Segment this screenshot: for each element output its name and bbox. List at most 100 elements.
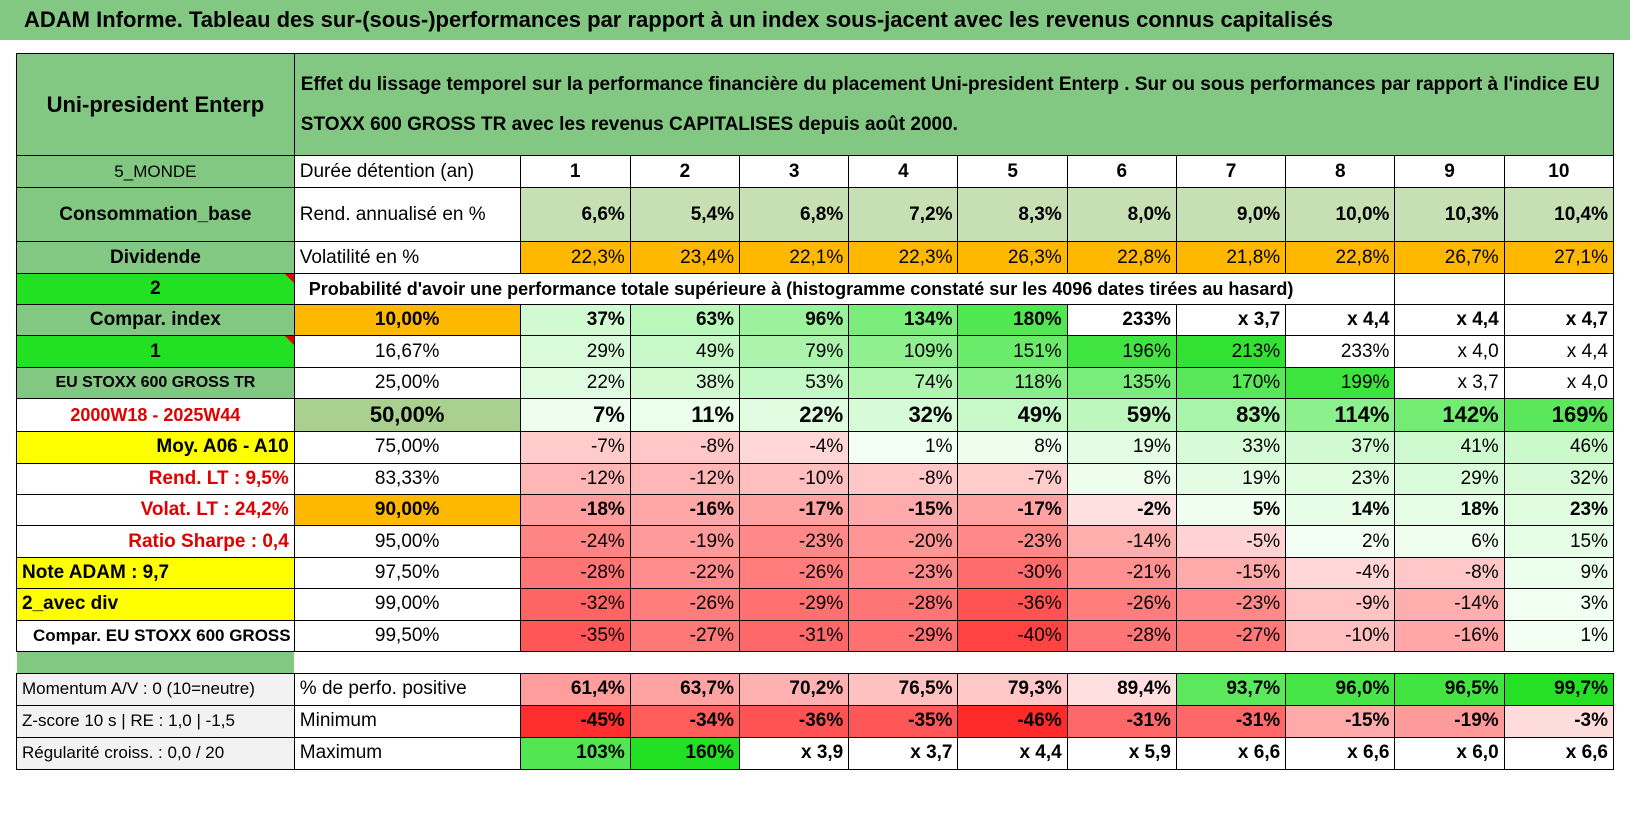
percentile-value: 37% [519,303,631,337]
minimum-value: -19% [1394,704,1505,738]
maximum-value: x 3,9 [739,736,850,770]
percentile-value: 33% [1175,431,1287,464]
percentile-value: -31% [739,619,850,652]
compar-label: Compar. index [16,303,295,337]
percentile-label: 75,00% [293,431,521,464]
percentile-value: -4% [1285,556,1396,590]
percentile-value: 233% [1285,335,1396,368]
percentile-value: 196% [1066,335,1177,368]
year-header: 7 [1175,155,1287,188]
percentile-value: -14% [1394,588,1505,621]
percentile-value: -32% [519,588,631,621]
region-label: 5_MONDE [16,155,295,188]
positive-value: 63,7% [629,672,741,706]
annual-return-value: 8,3% [957,187,1068,242]
percentile-value: x 3,7 [1394,366,1505,400]
percentile-value: -23% [739,525,850,558]
percentile-value: 5% [1175,493,1287,527]
probability-empty [1503,273,1615,305]
percentile-value: x 4,7 [1503,303,1615,337]
return-row: Consommation_base Rend. annualisé en % 6,6… [16,187,1615,242]
maximum-value: x 5,9 [1066,736,1177,770]
percentile-value: 63% [629,303,741,337]
percentile-value: -22% [629,556,741,590]
percentile-label: 16,67% [293,335,521,368]
sector-label: Consommation_base [16,187,295,242]
minimum-row: Z-score 10 s | RE : 1,0 | -1,5 Minimum -45… [16,704,1615,738]
probability-label: Probabilité d'avoir une performance tota… [293,273,1395,305]
percentile-row: 2_avec div 99,00% -32% -26% -29% -28% -36% -26%… [16,588,1615,621]
percentile-label: 99,50% [293,619,521,652]
percentile-label: 99,00% [293,588,521,621]
percentile-value: 29% [519,335,631,368]
percentile-value: 199% [1285,366,1396,400]
report-title-text: ADAM Informe. Tableau des sur-(sous-)per… [24,7,1333,32]
year-header: 3 [739,155,850,188]
percentile-value: 18% [1394,493,1505,527]
percentile-value: 46% [1503,431,1615,464]
percentile-value: x 3,7 [1175,303,1287,337]
annual-return-value: 6,8% [739,187,850,242]
positive-label: % de perfo. positive [293,672,521,706]
percentile-value: -15% [1175,556,1287,590]
percentile-value: 3% [1503,588,1615,621]
percentile-row: Ratio Sharpe : 0,4 95,00% -24% -19% -23% -20%… [16,525,1615,558]
percentile-value: 22% [739,398,850,433]
percentile-row: 2000W18 - 2025W44 50,00% 7% 11% 22% 32% 49% 59%… [16,398,1615,433]
percentile-row: Note ADAM : 9,7 97,50% -28% -22% -26% -23% -30… [16,556,1615,590]
percentile-value: -8% [629,431,741,464]
percentile-value: -27% [629,619,741,652]
percentile-value: -26% [1066,588,1177,621]
percentile-row: EU STOXX 600 GROSS TR 25,00% 22% 38% 53% 74% 1… [16,366,1615,400]
annual-return-value: 8,0% [1066,187,1177,242]
positive-value: 96,0% [1285,672,1396,706]
percentile-value: -9% [1285,588,1396,621]
volatility-value: 23,4% [629,241,741,274]
percentile-label: 10,00% [293,303,521,337]
maximum-value: x 6,6 [1503,736,1615,770]
positive-value: 96,5% [1394,672,1505,706]
percentile-value: 83% [1175,398,1287,433]
percentile-row: Compar. EU STOXX 600 GROSS TR 99,50% -35% -… [16,619,1615,652]
percentile-value: 213% [1175,335,1287,368]
table-description: Effet du lissage temporel sur la perform… [293,53,1615,156]
maximum-value: x 6,6 [1285,736,1396,770]
percentile-value: 1% [848,431,959,464]
percentile-value: -12% [629,462,741,495]
maximum-value: x 6,6 [1175,736,1287,770]
annual-return-value: 7,2% [848,187,959,242]
annual-return-value: 6,6% [519,187,631,242]
annual-return-value: 5,4% [629,187,741,242]
percentile-value: 11% [629,398,741,433]
percentile-value: 8% [957,431,1068,464]
volatility-value: 22,1% [739,241,850,274]
volatility-value: 22,3% [848,241,959,274]
percentile-value: -26% [739,556,850,590]
percentile-value: 7% [519,398,631,433]
volatility-value: 21,8% [1175,241,1287,274]
percentile-value: 14% [1285,493,1396,527]
volatility-row: Dividende Volatilité en % 22,3% 23,4% 22,1% 2… [16,241,1615,274]
long-term-return: Rend. LT : 9,5% [16,462,295,495]
percentile-label: 97,50% [293,556,521,590]
percentile-value: -26% [629,588,741,621]
volatility-value: 26,7% [1394,241,1505,274]
minimum-value: -31% [1175,704,1287,738]
percentile-value: 41% [1394,431,1505,464]
percentile-value: 53% [739,366,850,400]
momentum-label: Momentum A/V : 0 (10=neutre) [16,672,295,706]
percentile-row: Moy. A06 - A10 75,00% -7% -8% -4% 1% 8% 19% 33% 3… [16,431,1615,464]
bright-number-2: 2 [16,273,295,305]
percentile-value: -28% [848,588,959,621]
percentile-value: 49% [957,398,1068,433]
percentile-label: 50,00% [293,398,521,433]
percentile-value: -20% [848,525,959,558]
positive-value: 93,7% [1175,672,1287,706]
percentile-value: -30% [957,556,1068,590]
annual-return-value: 10,3% [1394,187,1505,242]
percentile-value: 49% [629,335,741,368]
percentile-value: -17% [739,493,850,527]
percentile-value: -29% [739,588,850,621]
percentile-value: -10% [1285,619,1396,652]
percentile-value: 118% [957,366,1068,400]
